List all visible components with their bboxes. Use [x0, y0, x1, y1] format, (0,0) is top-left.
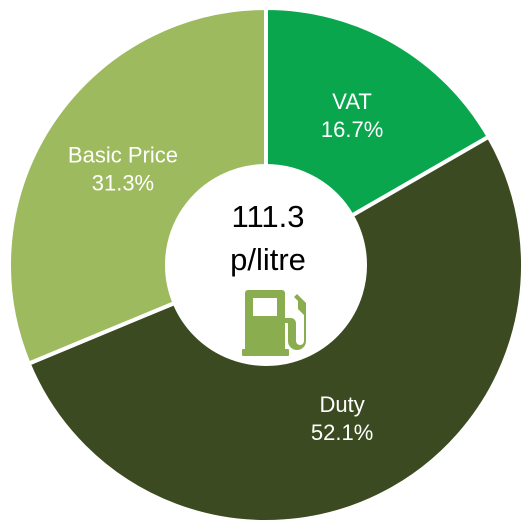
slice-value-label: 16.7%	[321, 117, 383, 142]
donut-slice	[7, 5, 268, 367]
fuel-pump-icon	[242, 290, 306, 356]
slice-value-label: 31.3%	[92, 170, 154, 195]
slice-category-label: VAT	[332, 89, 372, 114]
donut-slice	[26, 134, 522, 524]
slice-value-label: 52.1%	[311, 420, 373, 445]
donut-slice	[264, 5, 492, 219]
slice-category-label: Basic Price	[68, 142, 178, 167]
slices	[7, 5, 522, 524]
center-unit: p/litre	[230, 242, 306, 277]
slice-category-label: Duty	[319, 392, 364, 417]
center-value: 111.3	[232, 199, 305, 234]
